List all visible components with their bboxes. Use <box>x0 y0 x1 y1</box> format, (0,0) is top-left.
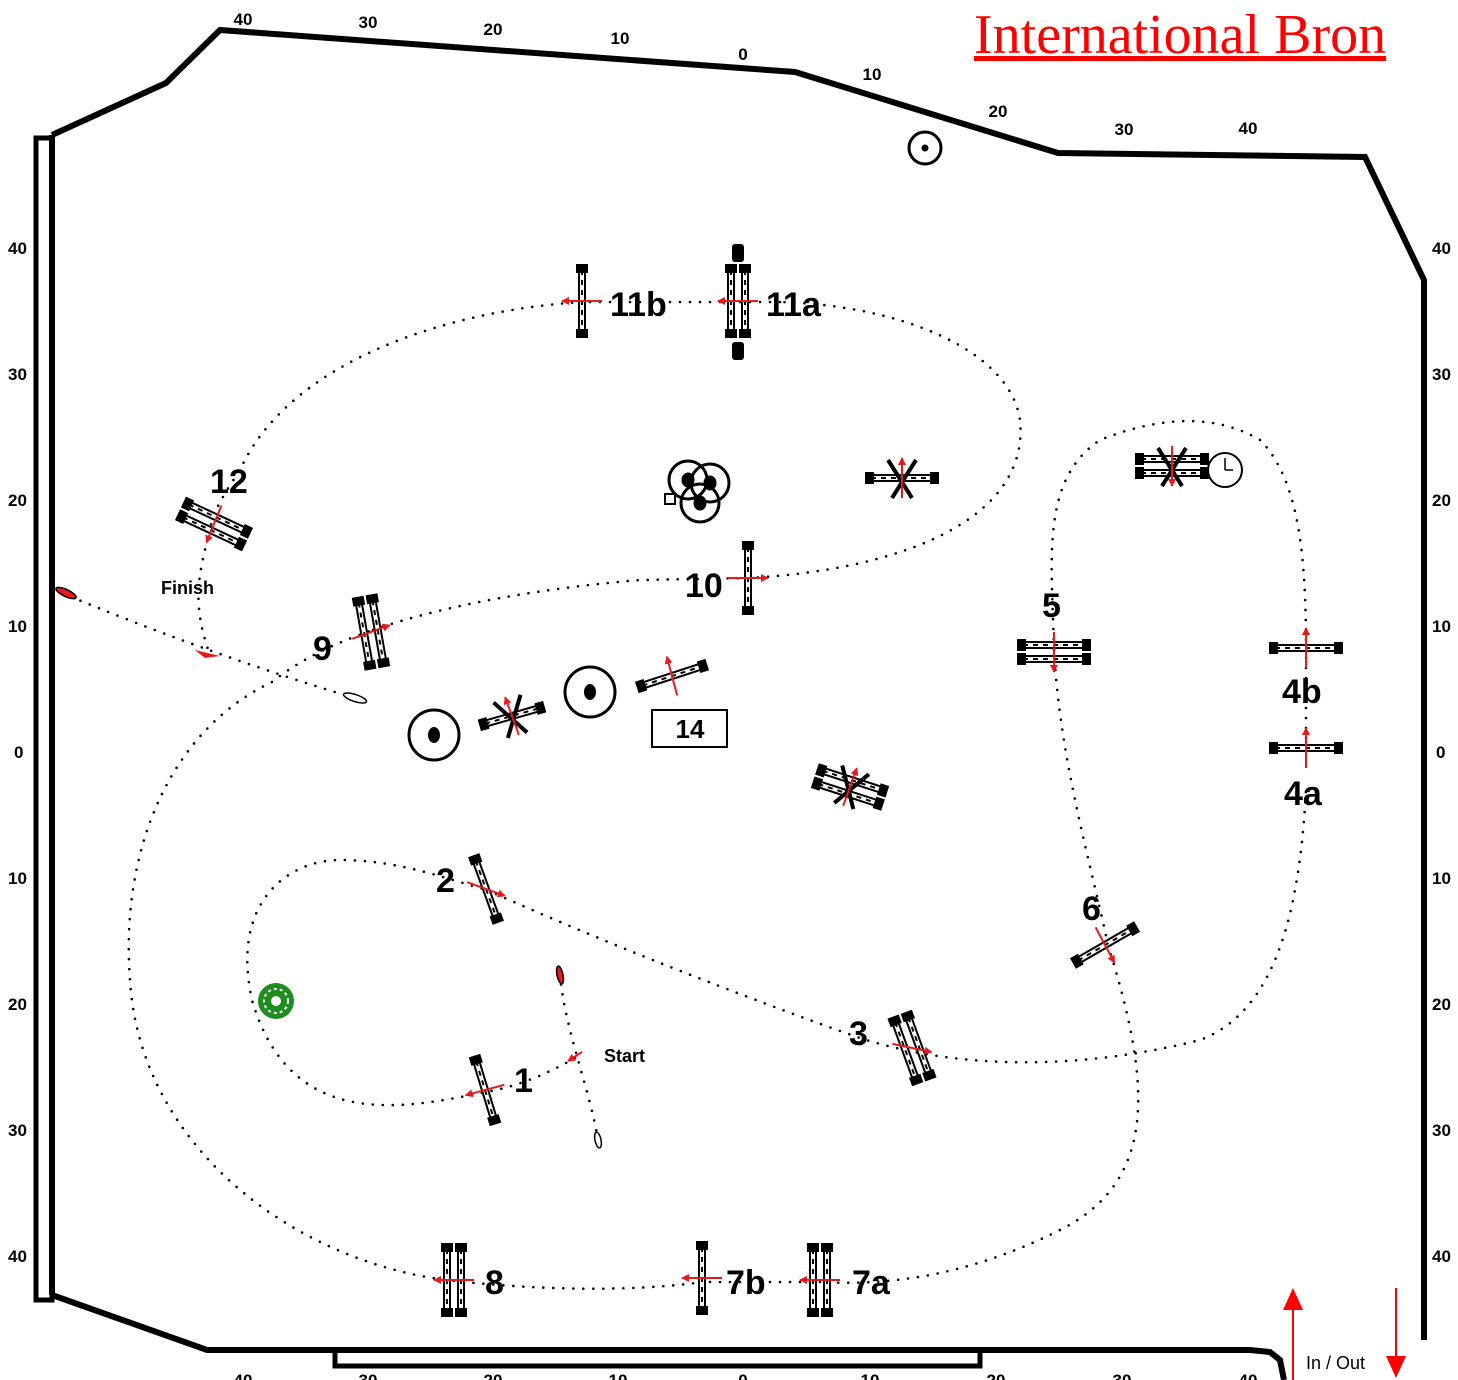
fence-11a-wing-top <box>732 244 744 262</box>
svg-text:40: 40 <box>234 1371 253 1380</box>
obstacle-7a-label: 7a <box>852 1264 891 1302</box>
fence-9 <box>351 593 391 671</box>
svg-text:30: 30 <box>1113 1371 1132 1380</box>
svg-text:10: 10 <box>861 1371 880 1380</box>
clock-icon <box>1207 452 1243 488</box>
obstacle-4a-label: 4a <box>1284 775 1323 813</box>
bottom-gate-rail <box>332 1353 983 1369</box>
svg-text:0: 0 <box>738 45 747 64</box>
left-gate-rail <box>33 135 55 1303</box>
obstacle-3-label: 3 <box>849 1015 868 1053</box>
svg-text:30: 30 <box>1115 120 1134 139</box>
in-out-label: In / Out <box>1306 1353 1365 1373</box>
in-out-arrows <box>1283 1288 1406 1380</box>
tree-icon <box>407 708 461 762</box>
obstacle-labels: 1 2 3 4a 4b 5 6 7a 7b 8 9 10 11a 11b 12 <box>210 286 1323 1302</box>
obstacle-11a-label: 11a <box>766 286 822 324</box>
fence-1 <box>464 1053 505 1127</box>
svg-text:0: 0 <box>1436 743 1445 762</box>
svg-text:10: 10 <box>1432 869 1451 888</box>
fences <box>174 244 1343 1317</box>
svg-text:20: 20 <box>989 102 1008 121</box>
obstacle-7b-label: 7b <box>726 1264 766 1302</box>
svg-text:40: 40 <box>1239 1371 1258 1380</box>
svg-text:20: 20 <box>8 995 27 1014</box>
svg-text:40: 40 <box>1432 1247 1451 1266</box>
page-title: International Bron <box>974 4 1387 66</box>
fence-12 <box>174 496 254 552</box>
finish-markers <box>55 586 368 704</box>
svg-text:40: 40 <box>1239 119 1258 138</box>
svg-text:30: 30 <box>1432 365 1451 384</box>
svg-text:30: 30 <box>359 13 378 32</box>
svg-text:10: 10 <box>8 617 27 636</box>
obstacle-14-label: 14 <box>676 714 705 744</box>
fence-11a-wing-bottom <box>732 342 744 360</box>
fence-3 <box>887 1009 937 1087</box>
svg-text:0: 0 <box>738 1371 747 1380</box>
obstacle-5-label: 5 <box>1042 587 1061 625</box>
obstacle-10-label: 10 <box>685 567 723 605</box>
svg-text:20: 20 <box>8 491 27 510</box>
obstacle-9-label: 9 <box>313 630 332 668</box>
finish-label: Finish <box>161 578 214 598</box>
svg-text:20: 20 <box>484 20 503 39</box>
start-markers <box>555 965 603 1149</box>
fence-unnumbered-c <box>810 763 890 811</box>
svg-text:20: 20 <box>1432 491 1451 510</box>
fence-8 <box>433 1243 474 1317</box>
fence-7a <box>799 1243 840 1317</box>
svg-text:20: 20 <box>987 1371 1006 1380</box>
svg-text:10: 10 <box>609 1371 628 1380</box>
arena-fence <box>49 26 1427 1380</box>
triple-bowl-icon <box>664 459 731 524</box>
svg-text:10: 10 <box>1432 617 1451 636</box>
obstacle-11b-label: 11b <box>610 286 667 324</box>
obstacle-14-box <box>651 709 728 748</box>
obstacle-1-label: 1 <box>514 1062 533 1100</box>
obstacle-12-label: 12 <box>210 463 248 501</box>
fence-11b <box>561 264 602 338</box>
tree-icon <box>563 665 617 719</box>
fence-11a <box>717 264 758 338</box>
svg-text:0: 0 <box>14 743 23 762</box>
right-ruler: 40 30 20 10 0 10 20 30 40 <box>1432 239 1451 1266</box>
top-ruler: 40 30 20 10 0 10 20 30 40 <box>234 10 1258 139</box>
svg-text:40: 40 <box>8 1247 27 1266</box>
bottom-ruler: 40 30 20 10 0 10 20 30 40 <box>234 1371 1258 1380</box>
svg-text:30: 30 <box>1432 1121 1451 1140</box>
svg-text:20: 20 <box>1432 995 1451 1014</box>
fence-2 <box>466 853 506 925</box>
obstacle-6-label: 6 <box>1082 890 1101 928</box>
left-ruler: 40 30 20 10 0 10 20 30 40 <box>8 239 27 1266</box>
water-icon <box>907 130 943 166</box>
svg-text:10: 10 <box>611 29 630 48</box>
obstacle-2-label: 2 <box>436 862 455 900</box>
fence-5 <box>1017 632 1091 673</box>
fence-7b <box>681 1241 722 1315</box>
svg-text:10: 10 <box>8 869 27 888</box>
fence-6 <box>1069 921 1141 969</box>
flower-icon <box>258 983 294 1019</box>
svg-text:30: 30 <box>8 365 27 384</box>
fence-unnumbered-a <box>865 457 939 500</box>
svg-text:40: 40 <box>234 10 253 29</box>
fence-10 <box>728 541 769 615</box>
fence-4a <box>1269 727 1343 768</box>
fence-4b <box>1269 627 1343 668</box>
svg-text:10: 10 <box>863 65 882 84</box>
riding-route <box>60 300 1308 1290</box>
obstacle-4b-label: 4b <box>1282 673 1322 711</box>
start-label: Start <box>604 1046 645 1066</box>
fence-unnumbered-b <box>1135 446 1209 488</box>
fence-unnumbered-d <box>634 655 710 696</box>
svg-text:20: 20 <box>484 1371 503 1380</box>
fence-unnumbered-e <box>477 694 547 739</box>
svg-text:40: 40 <box>1432 239 1451 258</box>
svg-text:30: 30 <box>359 1371 378 1380</box>
obstacle-8-label: 8 <box>485 1264 504 1302</box>
svg-text:30: 30 <box>8 1121 27 1140</box>
svg-text:40: 40 <box>8 239 27 258</box>
